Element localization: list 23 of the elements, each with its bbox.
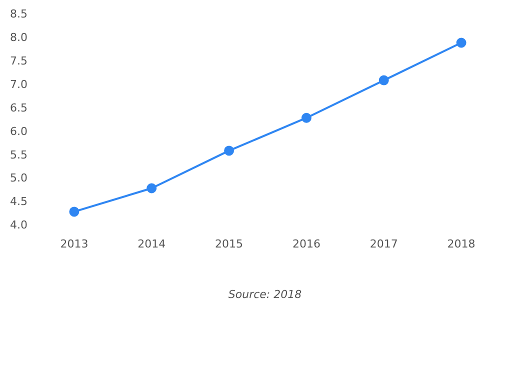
y-tick-label: 5.5 xyxy=(10,148,28,162)
y-tick-label: 7.5 xyxy=(10,54,28,68)
y-tick-label: 4.5 xyxy=(10,195,28,208)
y-tick-label: 7.0 xyxy=(10,78,28,91)
source-note: Source: 2018 xyxy=(228,288,302,301)
x-tick-label: 2015 xyxy=(215,237,244,250)
point xyxy=(69,206,80,217)
point xyxy=(456,38,466,48)
x-tick-label: 2016 xyxy=(292,237,320,250)
y-tick-label: 6.5 xyxy=(10,101,28,114)
point xyxy=(301,112,312,123)
x-tick-label: 2013 xyxy=(60,237,88,250)
point xyxy=(146,183,157,194)
point xyxy=(224,146,234,156)
y-tick-label: 5.0 xyxy=(10,172,28,185)
point xyxy=(378,75,389,86)
x-tick-label: 2018 xyxy=(447,237,476,250)
y-tick-label: 4.0 xyxy=(10,218,28,232)
y-tick-label: 6.0 xyxy=(10,124,28,138)
y-tick-label: 8.5 xyxy=(10,7,28,20)
y-tick-label: 8.0 xyxy=(10,30,28,44)
x-tick-label: 2014 xyxy=(138,237,166,250)
x-tick-label: 2017 xyxy=(370,237,398,250)
